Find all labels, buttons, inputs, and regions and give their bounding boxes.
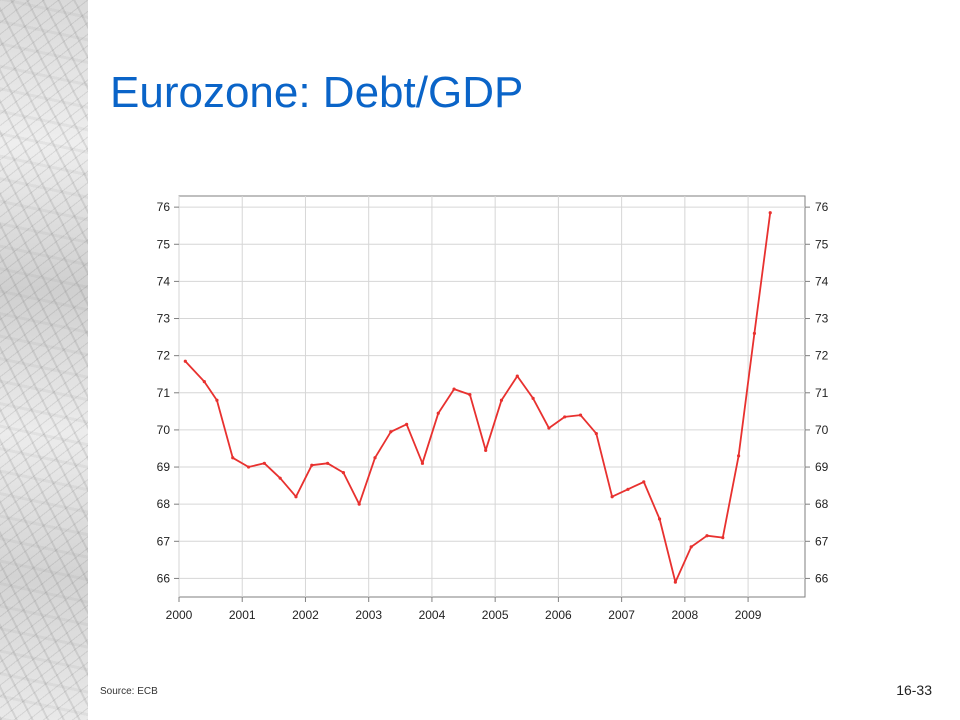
- data-point: [420, 461, 425, 465]
- data-point: [436, 411, 440, 415]
- y-tick-label-left: 66: [157, 571, 171, 585]
- data-point: [737, 454, 741, 458]
- data-point: [594, 432, 598, 436]
- debt-gdp-line-chart: 66 67 68 69 70 71 72 73 74 75 76 66 67 68 69 70 71 72 73 7…: [157, 195, 829, 622]
- y-tick-label-right: 70: [815, 423, 829, 437]
- x-tick-label: 2004: [419, 608, 446, 622]
- data-point: [752, 331, 757, 335]
- data-point: [610, 495, 614, 499]
- y-tick-label-right: 68: [815, 497, 829, 511]
- data-point: [768, 211, 772, 215]
- data-point: [405, 422, 409, 426]
- data-point: [246, 465, 251, 469]
- x-tick-label: 2006: [545, 608, 572, 622]
- data-point: [721, 535, 725, 540]
- data-point: [515, 374, 519, 378]
- y-tick-label-left: 74: [157, 274, 171, 288]
- data-point: [389, 430, 393, 434]
- y-tick-label-right: 66: [815, 571, 829, 585]
- x-tick-label: 2007: [608, 608, 635, 622]
- y-tick-label-left: 75: [157, 237, 171, 251]
- y-tick-labels-right: 66 67 68 69 70 71 72 73 74 75 76: [805, 200, 829, 585]
- y-tick-label-left: 72: [157, 349, 171, 363]
- data-point: [705, 534, 709, 538]
- y-tick-label-left: 67: [157, 534, 171, 548]
- data-point: [278, 476, 282, 480]
- y-tick-label-left: 68: [157, 497, 171, 511]
- y-tick-label-left: 69: [157, 460, 171, 474]
- x-tick-label: 2002: [292, 608, 319, 622]
- data-point: [310, 463, 314, 467]
- data-point: [262, 461, 266, 465]
- y-tick-label-right: 72: [815, 349, 829, 363]
- x-tick-label: 2003: [355, 608, 382, 622]
- x-tick-labels: 2000 2001 2002 2003 2004 2005 2006 2007 2008 2009: [166, 597, 762, 622]
- data-point: [642, 480, 646, 484]
- data-point: [673, 580, 677, 584]
- x-tick-label: 2000: [166, 608, 193, 622]
- x-tick-label: 2005: [482, 608, 509, 622]
- page-number: 16-33: [896, 682, 932, 698]
- data-point: [357, 502, 361, 506]
- data-point: [294, 495, 298, 499]
- data-point: [547, 426, 551, 430]
- source-note: Source: ECB: [100, 686, 158, 697]
- y-tick-label-left: 71: [157, 386, 171, 400]
- data-point: [626, 487, 630, 491]
- data-point: [325, 461, 330, 465]
- data-point: [578, 413, 583, 417]
- grid-lines: [178, 196, 805, 597]
- y-tick-labels-left: 66 67 68 69 70 71 72 73 74 75 76: [157, 200, 179, 585]
- y-tick-label-right: 67: [815, 534, 829, 548]
- data-point: [484, 448, 488, 452]
- y-tick-label-right: 73: [815, 312, 829, 326]
- data-point: [202, 380, 206, 384]
- data-point: [531, 396, 535, 400]
- series-line-debt-gdp: [184, 212, 772, 584]
- data-point: [231, 456, 235, 460]
- data-point: [215, 398, 219, 402]
- x-tick-label: 2001: [229, 608, 256, 622]
- y-tick-label-right: 74: [815, 274, 829, 288]
- data-point: [341, 471, 346, 475]
- data-point: [689, 545, 693, 549]
- y-tick-label-left: 73: [157, 312, 171, 326]
- x-tick-label: 2008: [672, 608, 699, 622]
- x-tick-label: 2009: [735, 608, 762, 622]
- data-point: [563, 415, 567, 419]
- marble-texture-sidebar: [0, 0, 88, 720]
- y-tick-label-right: 76: [815, 200, 829, 214]
- data-point: [657, 517, 662, 521]
- data-point: [183, 359, 187, 363]
- y-tick-label-right: 69: [815, 460, 829, 474]
- data-point: [452, 387, 456, 391]
- y-tick-label-left: 76: [157, 200, 171, 214]
- y-tick-label-left: 70: [157, 423, 171, 437]
- slide-title: Eurozone: Debt/GDP: [110, 68, 524, 117]
- y-tick-label-right: 71: [815, 386, 829, 400]
- data-point: [499, 398, 504, 402]
- y-tick-label-right: 75: [815, 237, 829, 251]
- data-point: [468, 393, 472, 397]
- data-point: [373, 456, 377, 460]
- plot-area: [178, 195, 806, 598]
- series-group: [183, 211, 772, 584]
